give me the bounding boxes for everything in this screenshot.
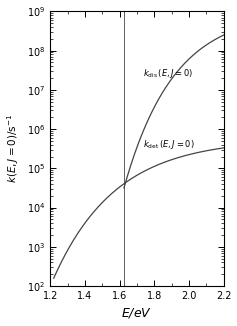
Text: $k_{\rm dis}\,(E, J{=}0)$: $k_{\rm dis}\,(E, J{=}0)$ (143, 67, 193, 80)
X-axis label: $E$/eV: $E$/eV (121, 306, 153, 320)
Text: $k_{\rm det}\,(E, J{=}0)$: $k_{\rm det}\,(E, J{=}0)$ (143, 138, 195, 151)
Y-axis label: $k(E, J{=}0)$/s$^{-1}$: $k(E, J{=}0)$/s$^{-1}$ (5, 114, 21, 184)
